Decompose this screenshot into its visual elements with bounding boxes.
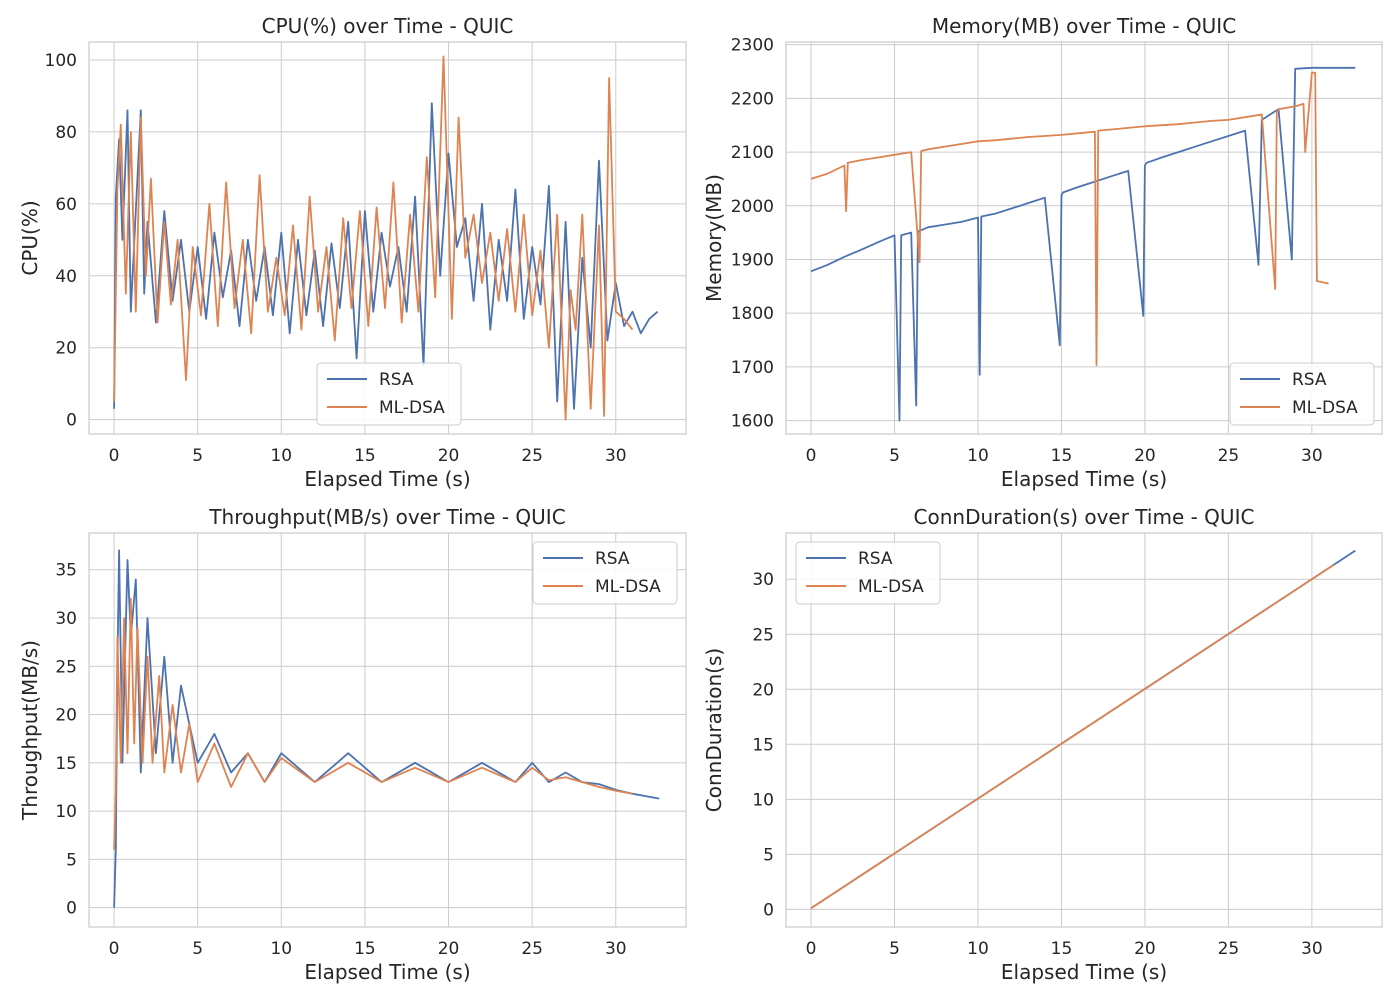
y-tick-label: 10 [752, 790, 774, 810]
legend-label-rsa: RSA [595, 549, 630, 569]
chart-panel-1: 0 5 10 15 20 25 30 0 20 40 60 80 100 CPU(%) over Time… [18, 14, 687, 491]
y-tick-label: 30 [55, 609, 77, 629]
x-tick-label: 15 [1051, 939, 1073, 959]
series-line-rsa [810, 66, 1356, 422]
x-tick-label: 10 [967, 446, 989, 466]
legend-label-ml-dsa: ML-DSA [379, 398, 445, 418]
x-tick-label: 25 [1218, 446, 1240, 466]
y-tick-label: 5 [763, 845, 774, 865]
legend-label-ml-dsa: ML-DSA [1292, 398, 1358, 418]
x-tick-label: 30 [605, 446, 627, 466]
legend: RSA ML-DSA [532, 541, 678, 605]
x-tick-label: 30 [1301, 939, 1323, 959]
chart-panel-2: 0 5 10 15 20 25 30 1600 1700 1800 1900 2000 2100 2200… [702, 14, 1383, 491]
y-tick-label: 80 [55, 123, 77, 143]
legend-label-rsa: RSA [858, 549, 893, 569]
y-tick-label: 25 [55, 657, 77, 677]
series-line-ml-dsa [810, 564, 1335, 910]
plot-frame [785, 532, 1383, 928]
y-tick-label: 20 [55, 339, 77, 359]
legend: RSA ML-DSA [795, 541, 941, 605]
y-tick-label: 2000 [731, 197, 774, 217]
x-tick-label: 5 [889, 446, 900, 466]
series-line-ml-dsa [113, 55, 634, 421]
x-tick-label: 20 [1134, 939, 1156, 959]
y-tick-label: 2300 [731, 36, 774, 56]
x-axis-label: Elapsed Time (s) [304, 960, 470, 984]
x-tick-label: 25 [521, 446, 543, 466]
y-tick-label: 2100 [731, 143, 774, 163]
y-axis-label: CPU(%) [18, 200, 42, 275]
y-tick-label: 0 [763, 900, 774, 920]
y-tick-label: 30 [752, 570, 774, 590]
y-tick-label: 15 [55, 754, 77, 774]
x-tick-label: 15 [354, 939, 376, 959]
x-tick-label: 15 [1051, 446, 1073, 466]
y-tick-label: 25 [752, 625, 774, 645]
x-axis-label: Elapsed Time (s) [1001, 467, 1167, 491]
x-tick-label: 5 [192, 939, 203, 959]
y-axis-label: ConnDuration(s) [702, 648, 726, 812]
x-tick-label: 30 [1301, 446, 1323, 466]
y-tick-label: 100 [45, 51, 77, 71]
series-line-rsa [113, 102, 659, 410]
legend-label-rsa: RSA [1292, 370, 1327, 390]
legend: RSA ML-DSA [316, 362, 462, 426]
y-tick-label: 35 [55, 561, 77, 581]
x-axis-label: Elapsed Time (s) [304, 467, 470, 491]
x-tick-label: 20 [1134, 446, 1156, 466]
series-line-ml-dsa [810, 71, 1329, 367]
y-tick-label: 5 [66, 850, 77, 870]
x-tick-label: 10 [967, 939, 989, 959]
y-tick-label: 1700 [731, 358, 774, 378]
x-tick-label: 0 [109, 446, 120, 466]
x-tick-label: 30 [605, 939, 627, 959]
x-tick-label: 0 [806, 446, 817, 466]
y-tick-label: 10 [55, 802, 77, 822]
y-tick-label: 0 [66, 899, 77, 919]
x-tick-label: 5 [192, 446, 203, 466]
plot-frame [88, 41, 687, 435]
series-line-ml-dsa [113, 597, 633, 850]
legend: RSA ML-DSA [1229, 362, 1375, 426]
x-tick-label: 10 [270, 446, 292, 466]
y-tick-label: 20 [55, 706, 77, 726]
chart-title: CPU(%) over Time - QUIC [262, 14, 514, 38]
x-tick-label: 5 [889, 939, 900, 959]
x-axis-label: Elapsed Time (s) [1001, 960, 1167, 984]
y-tick-label: 1900 [731, 250, 774, 270]
legend-label-rsa: RSA [379, 370, 414, 390]
y-tick-label: 1600 [731, 412, 774, 432]
y-tick-label: 1800 [731, 304, 774, 324]
x-tick-label: 10 [270, 939, 292, 959]
x-tick-label: 20 [438, 939, 460, 959]
y-tick-label: 20 [752, 680, 774, 700]
x-tick-label: 0 [109, 939, 120, 959]
legend-label-ml-dsa: ML-DSA [595, 577, 661, 597]
chart-panel-3: 0 5 10 15 20 25 30 0 5 10 15 20 25 30 35 Throughput(MB/… [18, 505, 687, 984]
x-tick-label: 0 [806, 939, 817, 959]
y-tick-label: 0 [66, 411, 77, 431]
chart-panel-4: 0 5 10 15 20 25 30 0 5 10 15 20 25 30 ConnDuration(s) … [702, 505, 1383, 984]
x-tick-label: 25 [1218, 939, 1240, 959]
y-tick-label: 2200 [731, 89, 774, 109]
y-axis-label: Throughput(MB/s) [18, 640, 42, 821]
x-tick-label: 25 [521, 939, 543, 959]
x-tick-label: 20 [438, 446, 460, 466]
y-tick-label: 15 [752, 735, 774, 755]
plot-frame [785, 41, 1383, 435]
y-tick-label: 60 [55, 195, 77, 215]
plot-frame [88, 532, 687, 928]
y-axis-label: Memory(MB) [702, 174, 726, 302]
chart-title: Memory(MB) over Time - QUIC [932, 14, 1236, 38]
chart-title: Throughput(MB/s) over Time - QUIC [208, 505, 565, 529]
chart-title: ConnDuration(s) over Time - QUIC [914, 505, 1255, 529]
y-tick-label: 40 [55, 267, 77, 287]
legend-label-ml-dsa: ML-DSA [858, 577, 924, 597]
x-tick-label: 15 [354, 446, 376, 466]
